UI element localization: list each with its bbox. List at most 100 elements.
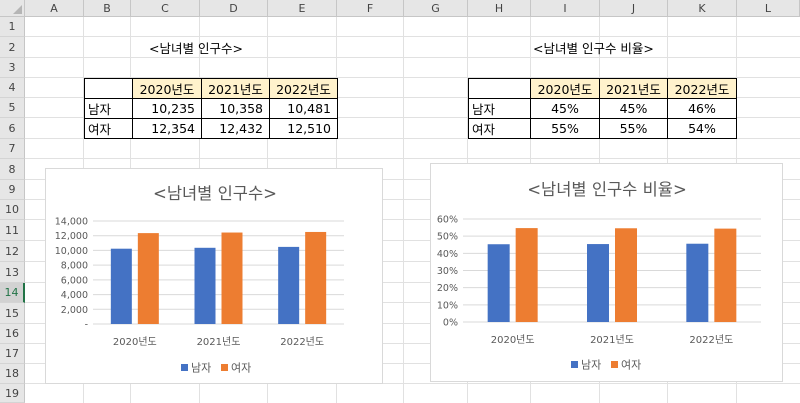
row-gridline (25, 36, 800, 37)
row-gridline (25, 323, 800, 324)
row-header-3[interactable]: 3 (0, 58, 25, 78)
table-row-label[interactable]: 남자 (468, 98, 531, 119)
row-gridline (25, 57, 800, 58)
row-gridline (25, 343, 800, 344)
row-gridline (25, 383, 800, 384)
table-row: 여자 55% 55% 54% (468, 118, 737, 139)
bar-여자 (515, 228, 538, 322)
row-header-12[interactable]: 12 (0, 241, 25, 262)
row-header-11[interactable]: 11 (0, 220, 25, 241)
x-tick-label: 2020년도 (491, 334, 535, 346)
table-cell[interactable]: 54% (667, 118, 737, 139)
bar-남자 (487, 244, 510, 322)
table-cell[interactable]: 55% (530, 118, 600, 139)
bar-여자 (615, 228, 637, 322)
column-header-c[interactable]: C (131, 0, 200, 17)
select-all-button[interactable] (0, 0, 25, 17)
row-header-6[interactable]: 6 (0, 118, 25, 139)
row-gridline (25, 179, 800, 180)
y-tick-label: 6,000 (61, 275, 88, 286)
row-gridline (25, 158, 800, 159)
population-chart[interactable]: <남녀별 인구수> - 2,000 4,000 6,000 8,000 10,000 12,0… (45, 168, 383, 384)
table-row: 여자 12,354 12,432 12,510 (84, 118, 338, 139)
ratio-chart[interactable]: <남녀별 인구수 비율> 0% 10% 20% 30% 40% 50% 60% 2020년도 20… (430, 163, 783, 382)
row-gridline (25, 219, 800, 220)
x-tick-label: 2021년도 (197, 336, 241, 348)
row-header-14[interactable]: 14 (0, 283, 25, 303)
bar-여자 (305, 231, 327, 324)
table-header-cell[interactable]: 2021년도 (599, 78, 668, 99)
column-header-g[interactable]: G (404, 0, 468, 17)
y-tick-label: 12,000 (55, 231, 88, 242)
table-cell[interactable]: 12,432 (201, 118, 270, 139)
table-row: 남자 10,235 10,358 10,481 (84, 98, 338, 119)
row-header-2[interactable]: 2 (0, 37, 25, 58)
table-cell[interactable] (84, 78, 133, 99)
table-header-cell[interactable]: 2020년도 (132, 78, 202, 99)
table-header-cell[interactable]: 2020년도 (530, 78, 600, 99)
column-header-h[interactable]: H (468, 0, 531, 17)
table-cell[interactable]: 10,235 (132, 98, 202, 119)
table-cell[interactable] (468, 78, 531, 99)
table-header-cell[interactable]: 2022년도 (667, 78, 737, 99)
row-header-10[interactable]: 10 (0, 200, 25, 220)
ratio-chart-svg: <남녀별 인구수 비율> 0% 10% 20% 30% 40% 50% 60% 2020년도 20… (437, 180, 761, 372)
row-header-8[interactable]: 8 (0, 159, 25, 180)
y-tick-label: 0% (443, 318, 458, 329)
column-header-d[interactable]: D (200, 0, 268, 17)
column-header-e[interactable]: E (268, 0, 337, 17)
table-cell[interactable]: 12,510 (269, 118, 338, 139)
bar-여자 (714, 228, 737, 322)
row-gridline (25, 117, 800, 118)
row-header-9[interactable]: 9 (0, 180, 25, 200)
table-cell[interactable]: 45% (599, 98, 668, 119)
table-cell[interactable]: 55% (599, 118, 668, 139)
table-row-label[interactable]: 여자 (468, 118, 531, 139)
table-header-cell[interactable]: 2022년도 (269, 78, 338, 99)
x-tick-label: 2021년도 (590, 334, 634, 346)
column-header-a[interactable]: A (25, 0, 84, 17)
row-gridline (25, 97, 800, 98)
table-cell[interactable]: 12,354 (132, 118, 202, 139)
row-gridline (25, 282, 800, 283)
legend-label: 남자 (581, 359, 601, 372)
table-row-label[interactable]: 남자 (84, 98, 133, 119)
y-tick-label: 20% (437, 283, 458, 294)
row-header-1[interactable]: 1 (0, 17, 25, 37)
table-cell[interactable]: 45% (530, 98, 600, 119)
column-header-b[interactable]: B (84, 0, 131, 17)
column-header-k[interactable]: K (668, 0, 737, 17)
row-header-5[interactable]: 5 (0, 98, 25, 118)
row-gridline (25, 77, 800, 78)
row-header-19[interactable]: 19 (0, 384, 25, 403)
legend-swatch (571, 361, 578, 368)
column-header-l[interactable]: L (737, 0, 800, 17)
row-gridline (25, 199, 800, 200)
row-header-4[interactable]: 4 (0, 78, 25, 98)
column-header-i[interactable]: I (531, 0, 600, 17)
y-tick-label: - (85, 320, 88, 331)
table-cell[interactable]: 10,481 (269, 98, 338, 119)
table1-title[interactable]: <남녀별 인구수> (149, 41, 243, 56)
table-header-row: 2020년도 2021년도 2022년도 (84, 78, 338, 99)
y-tick-label: 2,000 (61, 305, 88, 316)
legend-label: 여자 (231, 362, 251, 375)
row-header-15[interactable]: 15 (0, 303, 25, 324)
row-header-7[interactable]: 7 (0, 139, 25, 159)
row-header-13[interactable]: 13 (0, 262, 25, 283)
table-header-cell[interactable]: 2021년도 (201, 78, 270, 99)
y-tick-label: 4,000 (61, 290, 88, 301)
bar-여자 (221, 232, 243, 324)
table-cell[interactable]: 10,358 (201, 98, 270, 119)
column-header-j[interactable]: J (600, 0, 668, 17)
row-header-16[interactable]: 16 (0, 324, 25, 344)
column-header-f[interactable]: F (337, 0, 404, 17)
table2-title[interactable]: <남녀별 인구수 비율> (533, 41, 654, 56)
row-gridline (25, 363, 800, 364)
table-row-label[interactable]: 여자 (84, 118, 133, 139)
legend-label: 남자 (191, 362, 211, 375)
table-cell[interactable]: 46% (667, 98, 737, 119)
row-header-17[interactable]: 17 (0, 344, 25, 364)
row-header-18[interactable]: 18 (0, 364, 25, 384)
population-table: 2020년도 2021년도 2022년도 남자 10,235 10,358 10… (84, 78, 338, 139)
